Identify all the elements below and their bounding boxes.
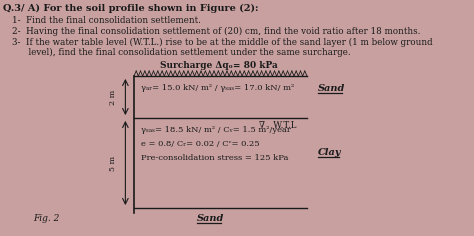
Text: Sand: Sand <box>197 214 225 223</box>
Text: Surcharge Δqₒ= 80 kPa: Surcharge Δqₒ= 80 kPa <box>160 61 278 70</box>
Text: Q.3/ A) For the soil profile shown in Figure (2):: Q.3/ A) For the soil profile shown in Fi… <box>3 4 259 13</box>
Text: e = 0.8/ Cᵣ= 0.02 / Cᶜ= 0.25: e = 0.8/ Cᵣ= 0.02 / Cᶜ= 0.25 <box>141 140 260 148</box>
Text: 3-  If the water table level (W.T.L.) rise to be at the middle of the sand layer: 3- If the water table level (W.T.L.) ris… <box>12 38 433 47</box>
Text: γₐᵣ= 15.0 kN/ m² / γₛₐₛ= 17.0 kN/ m²: γₐᵣ= 15.0 kN/ m² / γₛₐₛ= 17.0 kN/ m² <box>141 84 294 92</box>
Text: level), find the final consolidation settlement under the same surcharge.: level), find the final consolidation set… <box>12 48 351 57</box>
Text: 2-  Having the final consolidation settlement of (20) cm, find the void ratio af: 2- Having the final consolidation settle… <box>12 27 420 36</box>
Text: Clay: Clay <box>318 148 342 157</box>
Text: γₛₐₛ= 18.5 kN/ m² / Cᵥ= 1.5 m²/year: γₛₐₛ= 18.5 kN/ m² / Cᵥ= 1.5 m²/year <box>141 126 291 134</box>
Text: Pre-consolidation stress = 125 kPa: Pre-consolidation stress = 125 kPa <box>141 154 288 162</box>
Text: Sand: Sand <box>318 84 346 93</box>
Text: ∇   W.T.L: ∇ W.T.L <box>259 121 297 130</box>
Text: 5 m: 5 m <box>109 156 117 171</box>
Text: 1-  Find the final consolidation settlement.: 1- Find the final consolidation settleme… <box>12 16 201 25</box>
Text: Fig. 2: Fig. 2 <box>33 214 59 223</box>
Text: 2 m: 2 m <box>109 89 117 105</box>
